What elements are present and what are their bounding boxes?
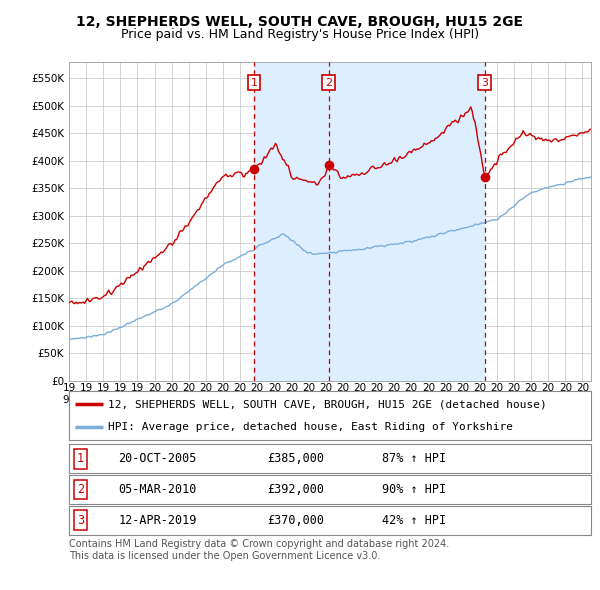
Text: 2: 2: [325, 78, 332, 88]
Text: HPI: Average price, detached house, East Riding of Yorkshire: HPI: Average price, detached house, East…: [108, 422, 513, 432]
Text: 42% ↑ HPI: 42% ↑ HPI: [382, 513, 446, 527]
Bar: [329, 62, 485, 381]
Text: 87% ↑ HPI: 87% ↑ HPI: [382, 452, 446, 466]
Text: £370,000: £370,000: [268, 513, 325, 527]
Text: £385,000: £385,000: [268, 452, 325, 466]
Text: £392,000: £392,000: [268, 483, 325, 496]
Text: 90% ↑ HPI: 90% ↑ HPI: [382, 483, 446, 496]
Text: 1: 1: [77, 452, 84, 466]
Text: 3: 3: [77, 513, 84, 527]
Bar: [254, 62, 329, 381]
Text: Contains HM Land Registry data © Crown copyright and database right 2024.
This d: Contains HM Land Registry data © Crown c…: [69, 539, 449, 561]
Text: 20-OCT-2005: 20-OCT-2005: [119, 452, 197, 466]
Text: Price paid vs. HM Land Registry's House Price Index (HPI): Price paid vs. HM Land Registry's House …: [121, 28, 479, 41]
Text: 3: 3: [481, 78, 488, 88]
Text: 12, SHEPHERDS WELL, SOUTH CAVE, BROUGH, HU15 2GE (detached house): 12, SHEPHERDS WELL, SOUTH CAVE, BROUGH, …: [108, 399, 547, 409]
Text: 05-MAR-2010: 05-MAR-2010: [119, 483, 197, 496]
Text: 12-APR-2019: 12-APR-2019: [119, 513, 197, 527]
Text: 2: 2: [77, 483, 84, 496]
Text: 1: 1: [250, 78, 257, 88]
Text: 12, SHEPHERDS WELL, SOUTH CAVE, BROUGH, HU15 2GE: 12, SHEPHERDS WELL, SOUTH CAVE, BROUGH, …: [77, 15, 523, 29]
